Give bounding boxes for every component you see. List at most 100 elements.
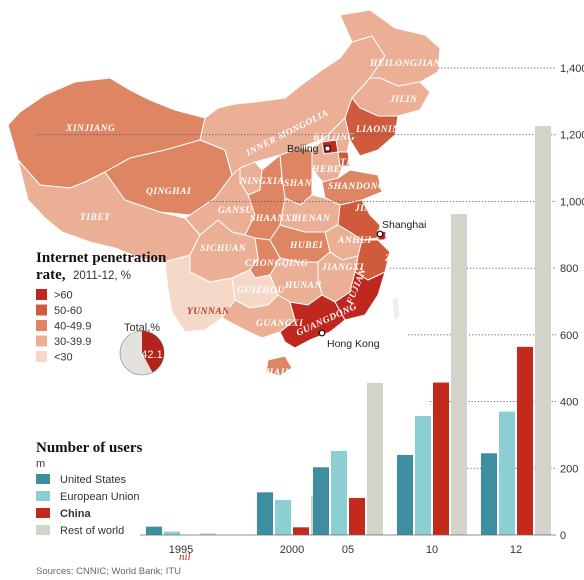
legend-label: 30-39.9 xyxy=(54,336,91,348)
label-shanxi: SHANXI xyxy=(284,179,323,189)
y-tick-label: 1,000 xyxy=(560,196,584,208)
label-liaoning: LIAONING xyxy=(355,125,407,135)
bar xyxy=(275,499,291,535)
series-swatch xyxy=(36,474,50,484)
chart-y-ticks: 0 200 400 600 800 1,000 1,200 1,400 xyxy=(560,63,584,542)
bar xyxy=(499,411,515,535)
x-tick-label: 1995 xyxy=(169,544,193,556)
series-swatch xyxy=(36,525,50,535)
province-taiwan xyxy=(391,295,401,324)
chart-legend: Number of users m United States European … xyxy=(36,440,143,537)
legend-swatch xyxy=(36,320,47,331)
y-tick-label: 800 xyxy=(560,263,578,275)
bar xyxy=(164,531,180,535)
legend-swatch xyxy=(36,335,47,347)
map-title-period: 2011-12, % xyxy=(73,270,131,282)
legend-items: >60 50-60 40-49.9 30-39.9 <30 xyxy=(36,289,91,364)
bar xyxy=(313,467,329,535)
source-note: Sources: CNNIC; World Bank; ITU xyxy=(36,566,181,577)
bar xyxy=(451,214,467,535)
series-label: China xyxy=(60,508,91,520)
hongkong-marker xyxy=(318,329,326,337)
x-tick-label: 05 xyxy=(342,544,354,556)
series-swatch xyxy=(36,508,50,518)
label-jiangxi: JIANGXI xyxy=(321,263,364,273)
legend-swatch xyxy=(36,289,47,300)
label-sichuan: SICHUAN xyxy=(200,244,247,254)
bar xyxy=(367,382,383,535)
label-tianjin: TIANJIN xyxy=(340,158,382,168)
bar xyxy=(433,382,449,535)
series-label: European Union xyxy=(60,491,140,503)
legend-swatch xyxy=(36,351,47,362)
bar xyxy=(331,450,347,535)
label-hunan: HUNAN xyxy=(284,281,322,291)
bar xyxy=(349,497,365,535)
chart-title: Number of users xyxy=(36,440,143,456)
label-qinghai: QINGHAI xyxy=(146,187,191,197)
map-title-rate: rate, xyxy=(36,267,66,283)
city-shanghai: Shanghai xyxy=(382,219,426,231)
bar xyxy=(293,527,309,535)
x-tick-label: 2000 xyxy=(280,544,304,556)
x-tick-label: 10 xyxy=(426,544,438,556)
label-hebei: HEBEI xyxy=(311,165,345,175)
label-guizhou: GUIZHOU xyxy=(237,286,285,296)
bar xyxy=(415,415,431,535)
label-gansu: GANSU xyxy=(218,206,253,216)
total-label: Total,% xyxy=(124,322,160,334)
china-map xyxy=(7,9,441,377)
map-title-line2: rate, 2011-12, % xyxy=(36,266,131,283)
legend-label: >60 xyxy=(54,290,73,302)
label-hubei: HUBEI xyxy=(289,241,323,251)
label-guangxi: GUANGXI xyxy=(256,319,303,329)
series-swatch xyxy=(36,491,50,501)
x-tick-label: 12 xyxy=(510,544,522,556)
label-jilin: JILIN xyxy=(389,95,418,105)
bar xyxy=(481,453,497,535)
city-hongkong: Hong Kong xyxy=(327,338,380,350)
total-pie-slice xyxy=(142,331,164,373)
nil-label: nil xyxy=(179,551,191,563)
province-fujian xyxy=(334,271,386,321)
label-heilongjiang: HEILONGJIANG xyxy=(369,59,448,69)
bar xyxy=(517,346,533,535)
label-zhejiang: ZHEJIANG xyxy=(384,254,437,264)
bar xyxy=(146,526,162,535)
label-hainan: HAINAN xyxy=(265,368,307,378)
shanghai-marker xyxy=(376,230,384,238)
label-beijing: BEIJING xyxy=(312,133,355,143)
legend-label: 50-60 xyxy=(54,305,82,317)
label-shanghai: SHANGHAI xyxy=(384,233,438,243)
map-legend: Internet penetration rate, 2011-12, % >6… xyxy=(36,250,167,376)
label-chongqing: CHONGQING xyxy=(245,259,308,269)
chart-unit: m xyxy=(36,458,45,470)
city-markers: Beijing Shanghai Hong Kong xyxy=(287,143,426,350)
series-legend: United States European Union China Rest of … xyxy=(36,474,140,537)
label-tibet: TIBET xyxy=(80,213,111,223)
label-yunnan: YUNNAN xyxy=(187,307,230,317)
city-beijing: Beijing xyxy=(287,143,319,155)
bar xyxy=(535,126,551,535)
map-title-line1: Internet penetration xyxy=(36,250,167,266)
label-ningxia: NINGXIA xyxy=(239,177,284,187)
y-tick-label: 1,400 xyxy=(560,63,584,75)
bar xyxy=(397,454,413,535)
y-tick-label: 0 xyxy=(560,530,566,542)
legend-label: 40-49.9 xyxy=(54,321,91,333)
label-anhui: ANHUI xyxy=(337,236,372,246)
legend-label: <30 xyxy=(54,352,73,364)
y-tick-label: 200 xyxy=(560,463,578,475)
label-henan: HENAN xyxy=(293,214,331,224)
y-tick-label: 600 xyxy=(560,330,578,342)
legend-swatch xyxy=(36,304,47,316)
label-shaanxi: SHAANXI xyxy=(250,214,296,224)
beijing-marker xyxy=(324,145,331,152)
y-tick-label: 400 xyxy=(560,397,578,409)
province-guangdong xyxy=(279,294,346,349)
total-value: 42.1 xyxy=(141,349,162,361)
province-tianjin xyxy=(337,151,351,167)
chart-x-ticks: 1995 2000 05 10 12 xyxy=(169,544,522,556)
series-label: Rest of world xyxy=(60,525,124,537)
